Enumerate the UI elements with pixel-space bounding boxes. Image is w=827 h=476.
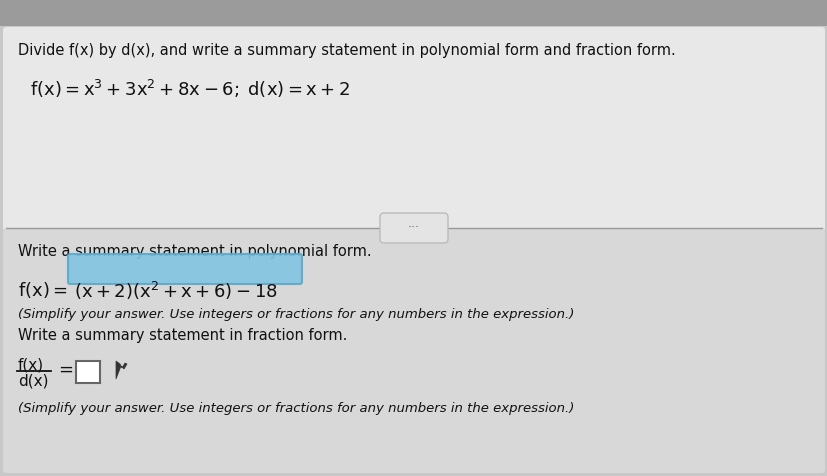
Text: (Simplify your answer. Use integers or fractions for any numbers in the expressi: (Simplify your answer. Use integers or f… xyxy=(18,308,574,321)
Text: ···: ··· xyxy=(408,221,419,235)
Text: $\mathregular{f(x)=}$: $\mathregular{f(x)=}$ xyxy=(18,280,68,300)
FancyBboxPatch shape xyxy=(0,0,827,26)
Text: d(x): d(x) xyxy=(18,374,49,389)
FancyBboxPatch shape xyxy=(3,229,824,473)
FancyBboxPatch shape xyxy=(380,213,447,243)
FancyBboxPatch shape xyxy=(3,27,824,231)
FancyBboxPatch shape xyxy=(76,361,100,383)
Text: Write a summary statement in polynomial form.: Write a summary statement in polynomial … xyxy=(18,244,371,259)
Text: Write a summary statement in fraction form.: Write a summary statement in fraction fo… xyxy=(18,328,347,343)
Text: f(x): f(x) xyxy=(18,358,44,373)
FancyBboxPatch shape xyxy=(68,254,302,284)
Text: =: = xyxy=(58,361,73,379)
Polygon shape xyxy=(116,361,127,379)
Text: $\mathregular{(x+2)(x^2+x+6)-18}$: $\mathregular{(x+2)(x^2+x+6)-18}$ xyxy=(74,280,277,302)
Text: Divide f(x) by d(x), and write a summary statement in polynomial form and fracti: Divide f(x) by d(x), and write a summary… xyxy=(18,43,675,58)
Text: (Simplify your answer. Use integers or fractions for any numbers in the expressi: (Simplify your answer. Use integers or f… xyxy=(18,402,574,415)
Text: $\mathregular{f(x)=x^3+3x^2+8x-6;\;d(x)=x+2}$: $\mathregular{f(x)=x^3+3x^2+8x-6;\;d(x)=… xyxy=(30,78,350,100)
